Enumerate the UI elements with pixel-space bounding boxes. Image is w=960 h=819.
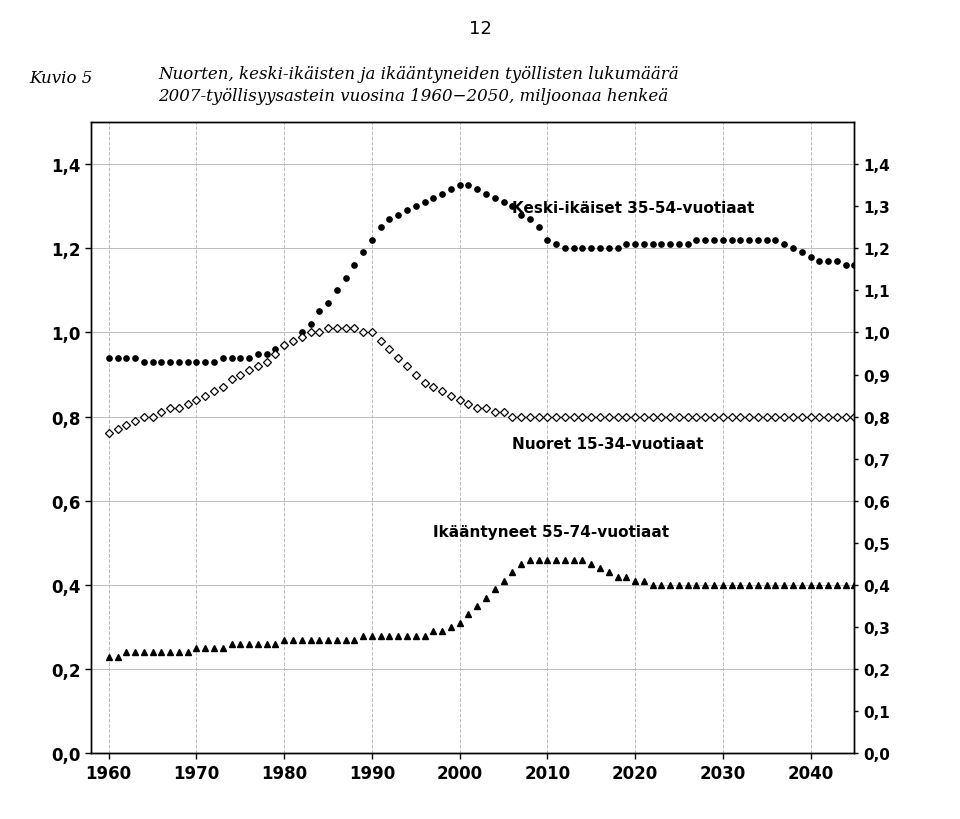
Text: Keski-ikäiset 35-54-vuotiaat: Keski-ikäiset 35-54-vuotiaat bbox=[513, 201, 755, 215]
Text: 2007-työllisyysastein vuosina 1960−2050, miljoonaa henkeä: 2007-työllisyysastein vuosina 1960−2050,… bbox=[158, 88, 668, 105]
Text: Nuoret 15-34-vuotiaat: Nuoret 15-34-vuotiaat bbox=[513, 436, 704, 451]
Text: Ikääntyneet 55-74-vuotiaat: Ikääntyneet 55-74-vuotiaat bbox=[433, 524, 669, 539]
Text: 12: 12 bbox=[468, 20, 492, 38]
Text: Kuvio 5: Kuvio 5 bbox=[29, 70, 92, 87]
Text: Nuorten, keski-ikäisten ja ikääntyneiden työllisten lukumäärä: Nuorten, keski-ikäisten ja ikääntyneiden… bbox=[158, 66, 679, 83]
